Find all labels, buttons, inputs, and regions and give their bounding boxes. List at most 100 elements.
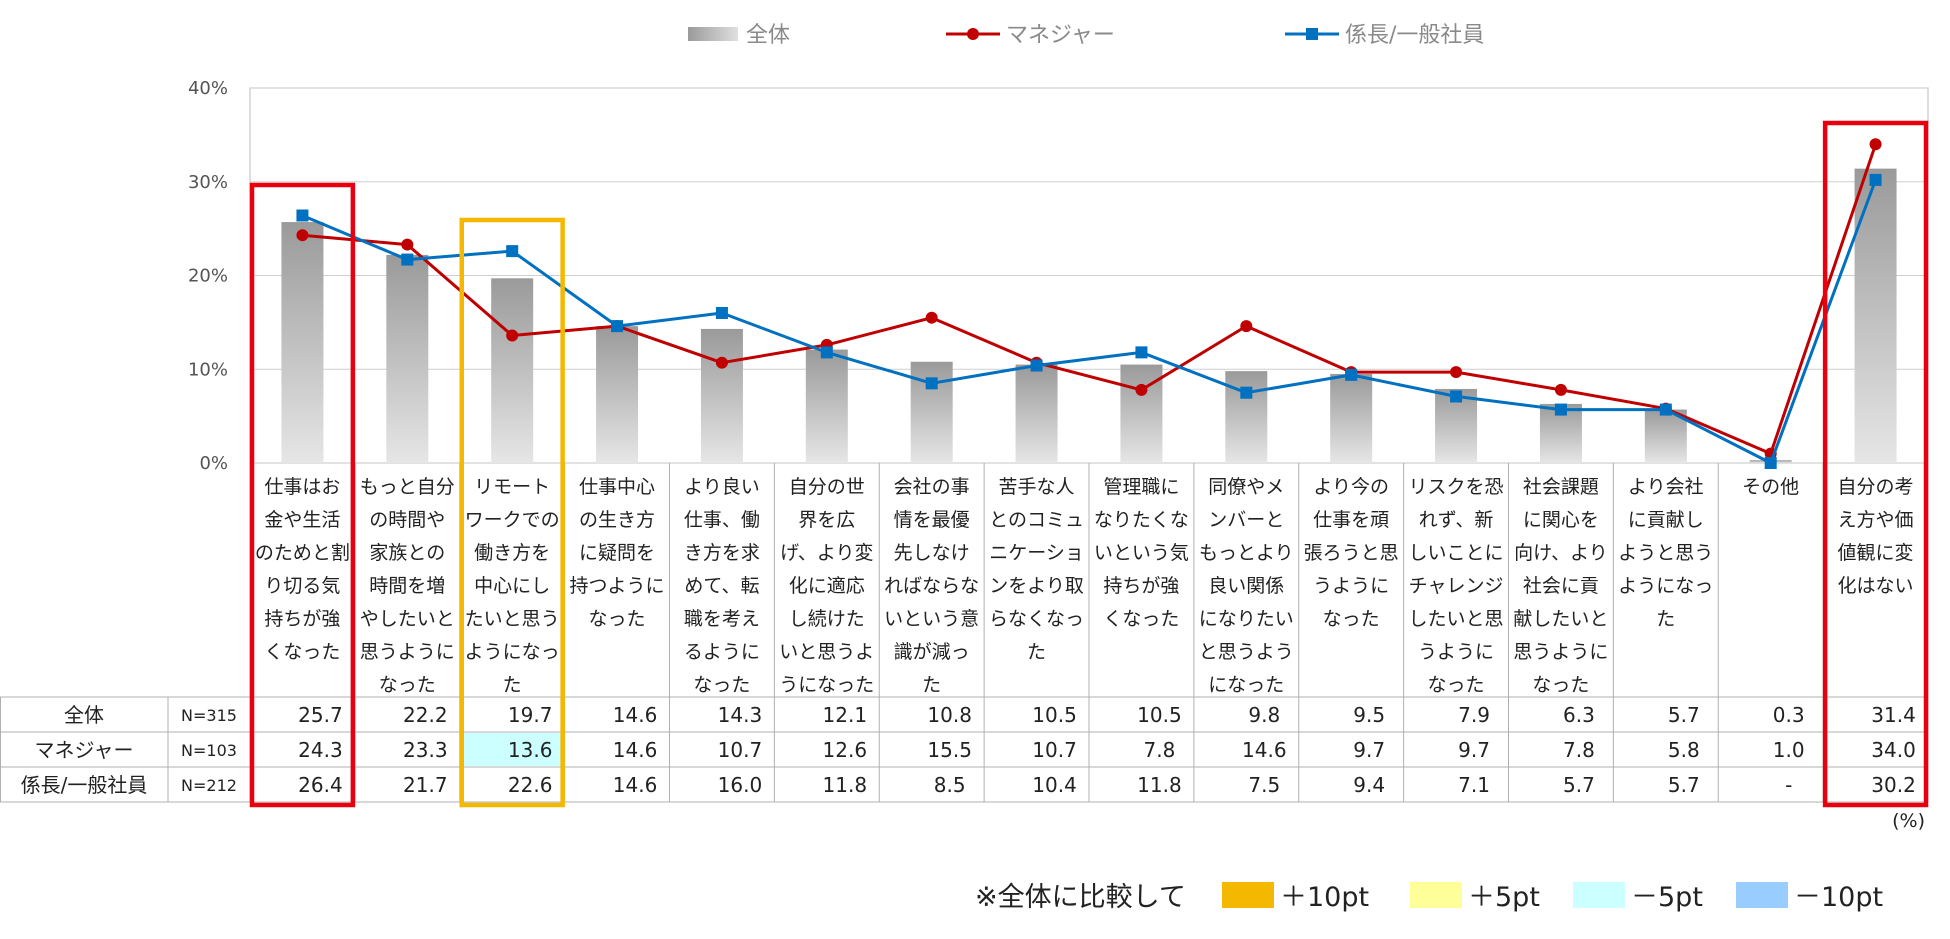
- point-staff-4: [715, 307, 728, 319]
- category-label-line: なりたくな: [1094, 509, 1189, 531]
- table-cell-value: 16.0: [718, 773, 763, 797]
- category-label-line: の生き方: [579, 509, 655, 531]
- category-label-line: 苦手な人: [999, 476, 1075, 498]
- table-cell-value: 11.8: [823, 773, 868, 797]
- category-label-line: もっとより: [1199, 542, 1294, 564]
- point-staff-15: [1869, 173, 1882, 186]
- bar-total-1: [386, 254, 429, 463]
- point-staff-13: [1659, 403, 1672, 416]
- highlight-box-15: [1822, 120, 1929, 808]
- category-label-line: 持つように: [570, 575, 665, 597]
- table-cell-value: 10.7: [718, 738, 763, 762]
- category-label-line: その他: [1742, 476, 1799, 498]
- point-manager-11: [1450, 366, 1463, 379]
- table-cell-value: 23.3: [403, 738, 448, 762]
- category-label-line: 自分の世: [789, 476, 865, 498]
- category-label-line: しいことに: [1409, 542, 1504, 564]
- category-label-line: 持ちが強: [264, 608, 340, 630]
- point-manager-2: [506, 329, 519, 342]
- table-cell-value: 26.4: [298, 773, 343, 797]
- category-label-line: 化はない: [1838, 575, 1914, 597]
- category-label-line: に疑問を: [579, 542, 655, 564]
- category-label-line: 仕事中心: [579, 476, 655, 498]
- point-manager-9: [1240, 320, 1253, 333]
- point-staff-10: [1345, 368, 1358, 381]
- category-label-line: た: [503, 674, 522, 696]
- category-label-line: なった: [379, 674, 436, 696]
- table-cell-value: 13.6: [508, 738, 553, 762]
- point-staff-11: [1450, 390, 1463, 403]
- point-staff-14: [1764, 457, 1777, 469]
- bar-total-0: [281, 222, 324, 463]
- table-cell-value: 22.6: [508, 773, 553, 797]
- table-cell-value: 6.3: [1563, 703, 1595, 727]
- category-label-line: とのコミュ: [989, 509, 1084, 531]
- table-cell-value: 8.5: [934, 773, 966, 797]
- category-label-line: 情を最優: [894, 509, 970, 531]
- point-staff-5: [820, 346, 833, 359]
- category-label-line: き方を求: [684, 542, 760, 564]
- bar-total-4: [700, 328, 743, 463]
- category-label-line: なった: [1532, 674, 1589, 696]
- table-row-n: N=103: [181, 741, 237, 760]
- table-cell-value: 10.5: [1137, 703, 1182, 727]
- category-label-line: げ、より変: [780, 542, 873, 564]
- category-label-line: 思うように: [1513, 641, 1608, 663]
- table-cell-value: 5.7: [1668, 773, 1700, 797]
- table-cell-value: 1.0: [1773, 738, 1805, 762]
- category-label-line: もっと自分: [360, 476, 455, 498]
- table-cell-value: 10.8: [927, 703, 972, 727]
- category-label-line: 中心にし: [474, 575, 550, 597]
- legend: 全体 マネジャー 係長/一般社員: [688, 23, 1484, 48]
- category-label-line: ワークでの: [465, 509, 560, 531]
- highlight-box-0: [249, 182, 356, 808]
- table-cell-value: 5.8: [1668, 738, 1700, 762]
- legend-label: マネジャー: [1006, 23, 1115, 48]
- category-label-line: 持ちが強: [1103, 575, 1179, 597]
- category-labels: 仕事はお金や生活のためと割り切る気持ちが強くなったもっと自分の時間や家族との時間…: [249, 463, 1929, 802]
- category-label-line: るように: [684, 641, 760, 663]
- bar-total-15: [1854, 168, 1897, 463]
- category-label-line: 職を考え: [684, 608, 760, 630]
- table-row-n: N=315: [181, 706, 237, 725]
- point-manager-12: [1554, 383, 1567, 396]
- category-label-line: り切る気: [264, 575, 340, 597]
- point-staff-6: [925, 377, 938, 390]
- point-staff-8: [1135, 346, 1148, 359]
- unit-note: (%): [1892, 810, 1925, 832]
- category-label-line: 仕事を頑: [1313, 509, 1389, 531]
- category-label-line: し続けた: [789, 608, 865, 630]
- category-label-line: なった: [1428, 674, 1485, 696]
- category-label-line: チャレンジ: [1409, 575, 1504, 597]
- table-cell-value: 7.9: [1458, 703, 1490, 727]
- category-label-line: リモート: [474, 476, 550, 498]
- point-manager-1: [401, 238, 414, 251]
- category-label-line: 管理職に: [1103, 476, 1179, 498]
- category-label-line: より今の: [1313, 476, 1389, 498]
- comparison-swatch: [1410, 882, 1462, 908]
- category-label-line: いと思うよ: [779, 641, 874, 663]
- legend-label: 全体: [746, 23, 790, 48]
- category-label-line: 思うように: [360, 641, 455, 663]
- category-label-line: したいと思: [1409, 608, 1504, 630]
- comparison-label: －10pt: [1794, 882, 1883, 913]
- legend-marker-square: [1306, 28, 1318, 40]
- category-label-line: 良い関係: [1208, 575, 1284, 597]
- point-staff-2: [506, 245, 519, 258]
- category-label-line: なった: [693, 674, 750, 696]
- point-staff-12: [1554, 403, 1567, 416]
- comparison-swatch: [1222, 882, 1274, 908]
- category-label-line: より会社: [1628, 476, 1704, 498]
- table-cell-value: 14.3: [718, 703, 763, 727]
- category-label-line: くなった: [1103, 608, 1179, 630]
- category-label-line: うになった: [779, 674, 874, 696]
- table-row-label: 係長/一般社員: [21, 773, 148, 797]
- bar-total-5: [805, 349, 848, 463]
- category-label-line: た: [1027, 641, 1046, 663]
- point-staff-9: [1240, 386, 1253, 399]
- category-label-line: ンバーと: [1208, 509, 1284, 531]
- category-label-line: 識が減っ: [894, 641, 970, 663]
- table-cell-value: 21.7: [403, 773, 448, 797]
- category-label-line: やしたいと: [360, 608, 455, 630]
